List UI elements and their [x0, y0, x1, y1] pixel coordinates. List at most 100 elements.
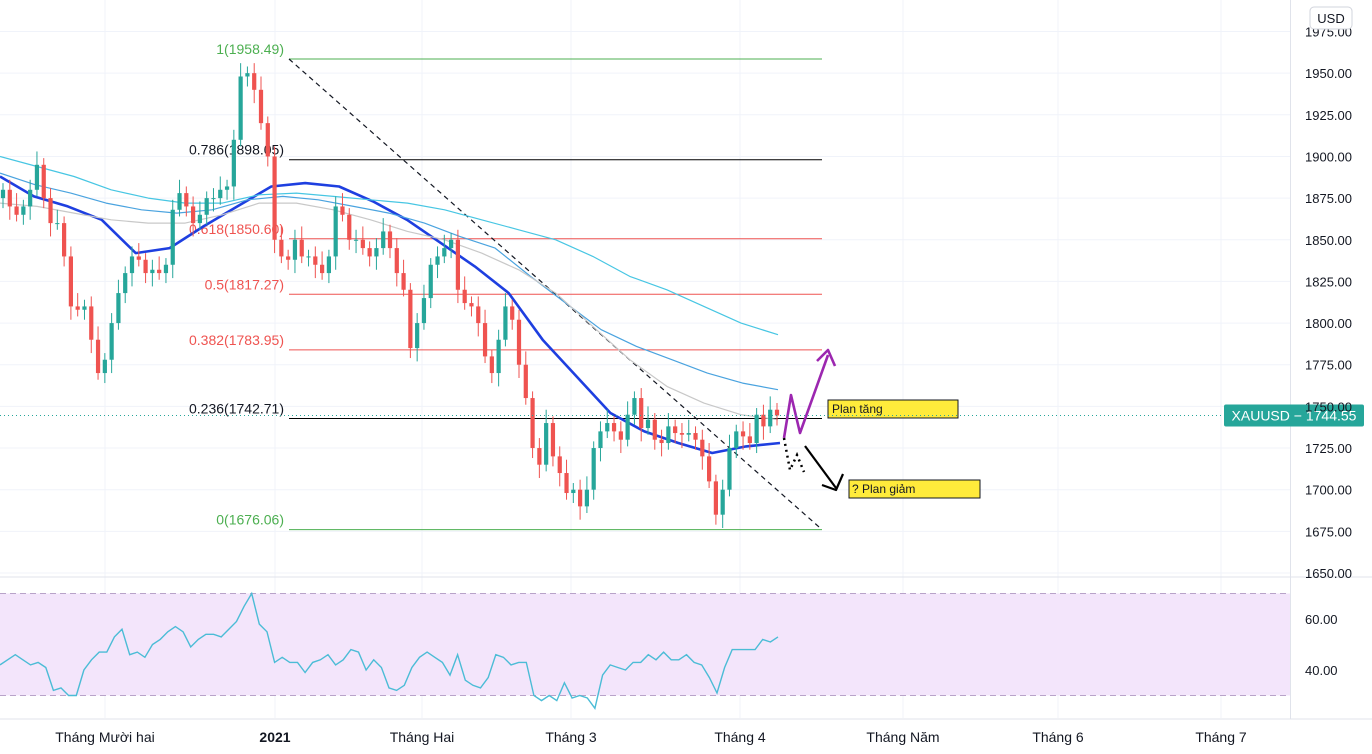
candle — [367, 241, 372, 267]
price-axis[interactable]: 1975.001950.001925.001900.001875.001850.… — [1305, 6, 1353, 678]
currency-label[interactable]: USD — [1309, 6, 1353, 30]
candle — [679, 423, 685, 449]
candle-body — [0, 189, 6, 199]
candle — [245, 66, 250, 87]
fibonacci-retracement[interactable]: 1(1958.49)0.786(1898.05)0.618(1850.60)0.… — [189, 41, 822, 531]
candle-body — [320, 264, 325, 274]
candle-body — [449, 239, 454, 249]
candle — [774, 403, 780, 426]
time-tick-label: Tháng 4 — [714, 729, 766, 745]
moving-average-line — [0, 172, 779, 391]
fib-open-paren: ( — [224, 41, 229, 57]
candle-body — [333, 206, 338, 257]
candle — [496, 329, 501, 387]
candle-body — [727, 448, 732, 490]
candle-body — [306, 256, 311, 258]
candle-body — [408, 289, 413, 349]
candle-body — [34, 164, 40, 190]
time-tick-label: Tháng 3 — [545, 729, 597, 745]
candle-body — [89, 306, 94, 340]
candle — [747, 423, 752, 450]
candle-body — [591, 448, 596, 490]
plan-down-note[interactable]: ? Plan giảm — [848, 479, 981, 499]
plan-arrows[interactable]: Plan tăng ? Plan giảm — [782, 348, 981, 499]
fib-level-label: 0.618(1850.60) — [189, 221, 284, 237]
candle-body — [75, 306, 80, 310]
moving-average-line — [0, 175, 781, 455]
price-tick-label: 1700.00 — [1305, 483, 1352, 498]
candle-body — [279, 239, 284, 257]
price-tick-label: 1750.00 — [1305, 399, 1352, 414]
trendline[interactable] — [288, 58, 823, 531]
candle-body — [747, 436, 752, 444]
candle-body — [666, 426, 671, 444]
price-tag-symbol: XAUUSD — [1232, 407, 1290, 423]
candle — [333, 196, 338, 270]
candle-body — [191, 206, 196, 224]
candle-body — [62, 223, 67, 257]
candle-body — [469, 303, 474, 307]
candle — [75, 293, 80, 317]
candle — [557, 446, 562, 487]
candle — [564, 459, 569, 500]
plan-up-note-text: Plan tăng — [832, 402, 883, 416]
candle — [143, 253, 148, 284]
candle — [28, 179, 33, 220]
candle — [421, 284, 427, 330]
candle — [544, 409, 549, 472]
plan-up-arrowhead — [816, 348, 837, 367]
candle — [204, 191, 209, 225]
candle — [55, 209, 60, 230]
candle — [62, 216, 67, 267]
candle-body — [272, 156, 277, 240]
candle-body — [401, 273, 406, 290]
candle — [740, 421, 746, 450]
candle — [435, 246, 440, 279]
candle-body — [204, 198, 209, 215]
plan-up-note[interactable]: Plan tăng — [827, 399, 959, 419]
candle — [136, 243, 141, 267]
candle-body — [578, 489, 583, 507]
candle-body — [496, 339, 501, 374]
time-axis[interactable]: Tháng Mười hai 2021 Tháng Hai Tháng 3 Tháng … — [55, 729, 1247, 745]
fib-close-paren: ) — [279, 512, 284, 528]
candle-body — [313, 256, 318, 265]
candle-body — [761, 414, 766, 427]
candle-body — [245, 73, 250, 77]
candlesticks — [0, 63, 780, 529]
candle — [516, 309, 522, 379]
fib-level-label: 0.236(1742.71) — [189, 401, 284, 417]
candle-body — [476, 306, 481, 324]
candle-body — [394, 248, 399, 274]
fib-ratio: 0 — [216, 512, 224, 528]
candle — [761, 404, 766, 440]
candle-body — [48, 198, 53, 224]
candle-body — [462, 289, 467, 304]
fib-price: 1898.05 — [229, 142, 280, 158]
plan-down-arrow — [804, 445, 837, 489]
candle — [523, 351, 528, 405]
price-tag-separator: − — [1294, 407, 1302, 423]
rsi-tick-label: 60.00 — [1305, 612, 1338, 627]
candle — [197, 201, 202, 230]
candle-body — [129, 256, 135, 274]
fib-ratio: 0.618 — [189, 221, 224, 237]
candle-body — [768, 409, 773, 427]
candle — [150, 259, 155, 287]
candle — [442, 234, 447, 264]
candle-body — [211, 198, 216, 200]
candle — [299, 226, 304, 264]
fib-close-paren: ) — [279, 332, 284, 348]
candle-body — [387, 231, 393, 249]
candle-body — [544, 423, 549, 465]
candle-body — [564, 473, 569, 494]
candle — [157, 256, 162, 280]
candle-body — [774, 409, 780, 416]
fib-close-paren: ) — [279, 142, 284, 158]
candle-body — [415, 323, 420, 349]
candle-body — [197, 214, 202, 224]
candle-body — [700, 439, 705, 457]
fib-price: 1958.49 — [229, 41, 280, 57]
candle-body — [157, 269, 162, 274]
